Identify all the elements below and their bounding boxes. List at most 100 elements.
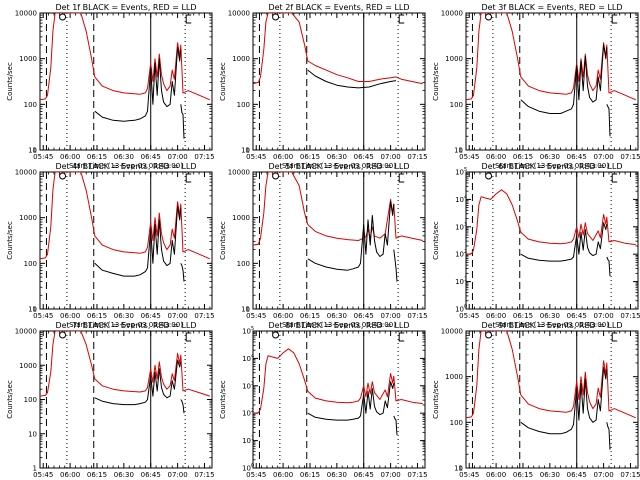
y-tick-label: 1 [246,147,250,155]
series-events-tail [606,256,611,277]
x-tick-label: 06:45 [354,153,374,161]
y-tick-label: 10 [28,306,37,314]
y-tick-label: 100 [237,101,250,109]
y-tick-label: 10 [455,306,464,314]
data-layer [253,13,423,89]
x-tick-label: 06:15 [513,312,533,320]
y-axis-label: Counts/sec [6,380,14,419]
series-events [94,205,182,277]
data-layer [40,331,210,414]
y-tick-label: 10000 [228,169,250,177]
y-tick-label: 10 [242,465,251,473]
x-tick-label: 07:00 [168,471,188,479]
y-tick-label: 1000 [445,55,463,63]
x-tick-label: 06:00 [60,312,80,320]
x-tick-label: 06:45 [354,312,374,320]
y-tick-exponent: 1 [464,277,467,283]
x-tick-label: 07:00 [594,153,614,161]
x-tick-label: 07:15 [407,153,427,161]
y-tick-label: 100 [237,260,250,268]
series-lld [466,189,636,255]
data-layer [466,331,636,450]
x-tick-label: 05:45 [459,312,479,320]
y-tick-label: 10000 [441,328,463,336]
y-tick-label: 1 [33,306,37,314]
x-tick-label: 06:15 [300,471,320,479]
x-tick-label: 06:15 [513,153,533,161]
y-axis-label: Counts/sec [432,380,440,419]
bracket-marker [398,173,405,183]
x-tick-label: 07:00 [168,153,188,161]
series-lld [40,172,210,260]
x-tick-label: 07:00 [381,312,401,320]
plot-frame [465,171,639,310]
series-events-tail [180,263,185,282]
circle-marker [272,172,280,180]
x-tick-label: 06:45 [141,471,161,479]
y-tick-exponent: 1 [251,436,254,442]
series-events-tail [393,415,398,436]
y-axis-label: Counts/sec [6,62,14,101]
x-tick-label: 06:45 [567,153,587,161]
x-axis-label: Start Time (13-Sep-03 05:43:00) [282,162,396,170]
x-tick-label: 06:30 [327,153,347,161]
x-tick-label: 07:00 [381,471,401,479]
x-tick-label: 07:15 [194,471,214,479]
y-tick-label: 1 [246,306,250,314]
x-tick-label: 07:15 [620,312,640,320]
y-tick-exponent: 4 [464,194,467,200]
series-events [307,381,395,421]
x-tick-label: 07:00 [168,312,188,320]
x-tick-label: 06:15 [300,153,320,161]
x-tick-label: 06:00 [486,312,506,320]
series-lld [253,13,423,85]
data-layer [253,348,423,436]
y-tick-label: 10 [455,223,464,231]
x-tick-label: 06:30 [114,153,134,161]
x-tick-label: 07:15 [194,153,214,161]
circle-marker [272,13,280,21]
y-tick-label: 10 [455,251,464,259]
plot-frame [252,330,426,469]
x-tick-label: 06:00 [273,312,293,320]
y-tick-label: 1000 [19,362,37,370]
panel-title: Det 6f BLACK = Events, RED = LLD [481,162,622,171]
x-tick-label: 06:45 [567,471,587,479]
x-tick-label: 06:30 [540,153,560,161]
series-lld [40,331,210,397]
series-lld [466,331,636,419]
y-tick-label: 10 [455,196,464,204]
series-events [520,222,608,262]
y-tick-label: 1 [459,465,463,473]
data-layer [253,172,423,282]
y-tick-label: 1 [459,147,463,155]
panel-title: Det 4f BLACK = Events, RED = LLD [55,162,196,171]
y-tick-label: 10 [241,306,250,314]
y-tick-label: 10 [455,278,464,286]
y-tick-label: 100 [24,396,37,404]
y-tick-exponent: 5 [464,167,467,173]
bracket-marker [611,332,618,342]
y-tick-label: 10 [454,465,463,473]
x-tick-label: 05:45 [33,153,53,161]
circle-marker [59,172,67,180]
bracket-marker [185,332,192,342]
x-tick-label: 05:45 [33,471,53,479]
panel-title: Det 8f BLACK = Events, RED = LLD [268,321,409,330]
y-tick-label: 10 [242,328,251,336]
data-layer [466,189,636,277]
x-tick-label: 07:15 [620,153,640,161]
y-tick-label: 10 [242,382,251,390]
y-tick-exponent: 4 [251,353,254,359]
x-axis-label: Start Time (13-Sep-03 05:43:00) [495,321,609,329]
x-tick-label: 06:00 [273,471,293,479]
plot-frame [252,12,426,151]
x-tick-label: 05:45 [246,153,266,161]
x-tick-label: 06:45 [354,471,374,479]
x-tick-label: 06:30 [327,471,347,479]
x-tick-label: 07:15 [620,471,640,479]
x-tick-label: 07:00 [594,471,614,479]
x-tick-label: 06:15 [513,471,533,479]
